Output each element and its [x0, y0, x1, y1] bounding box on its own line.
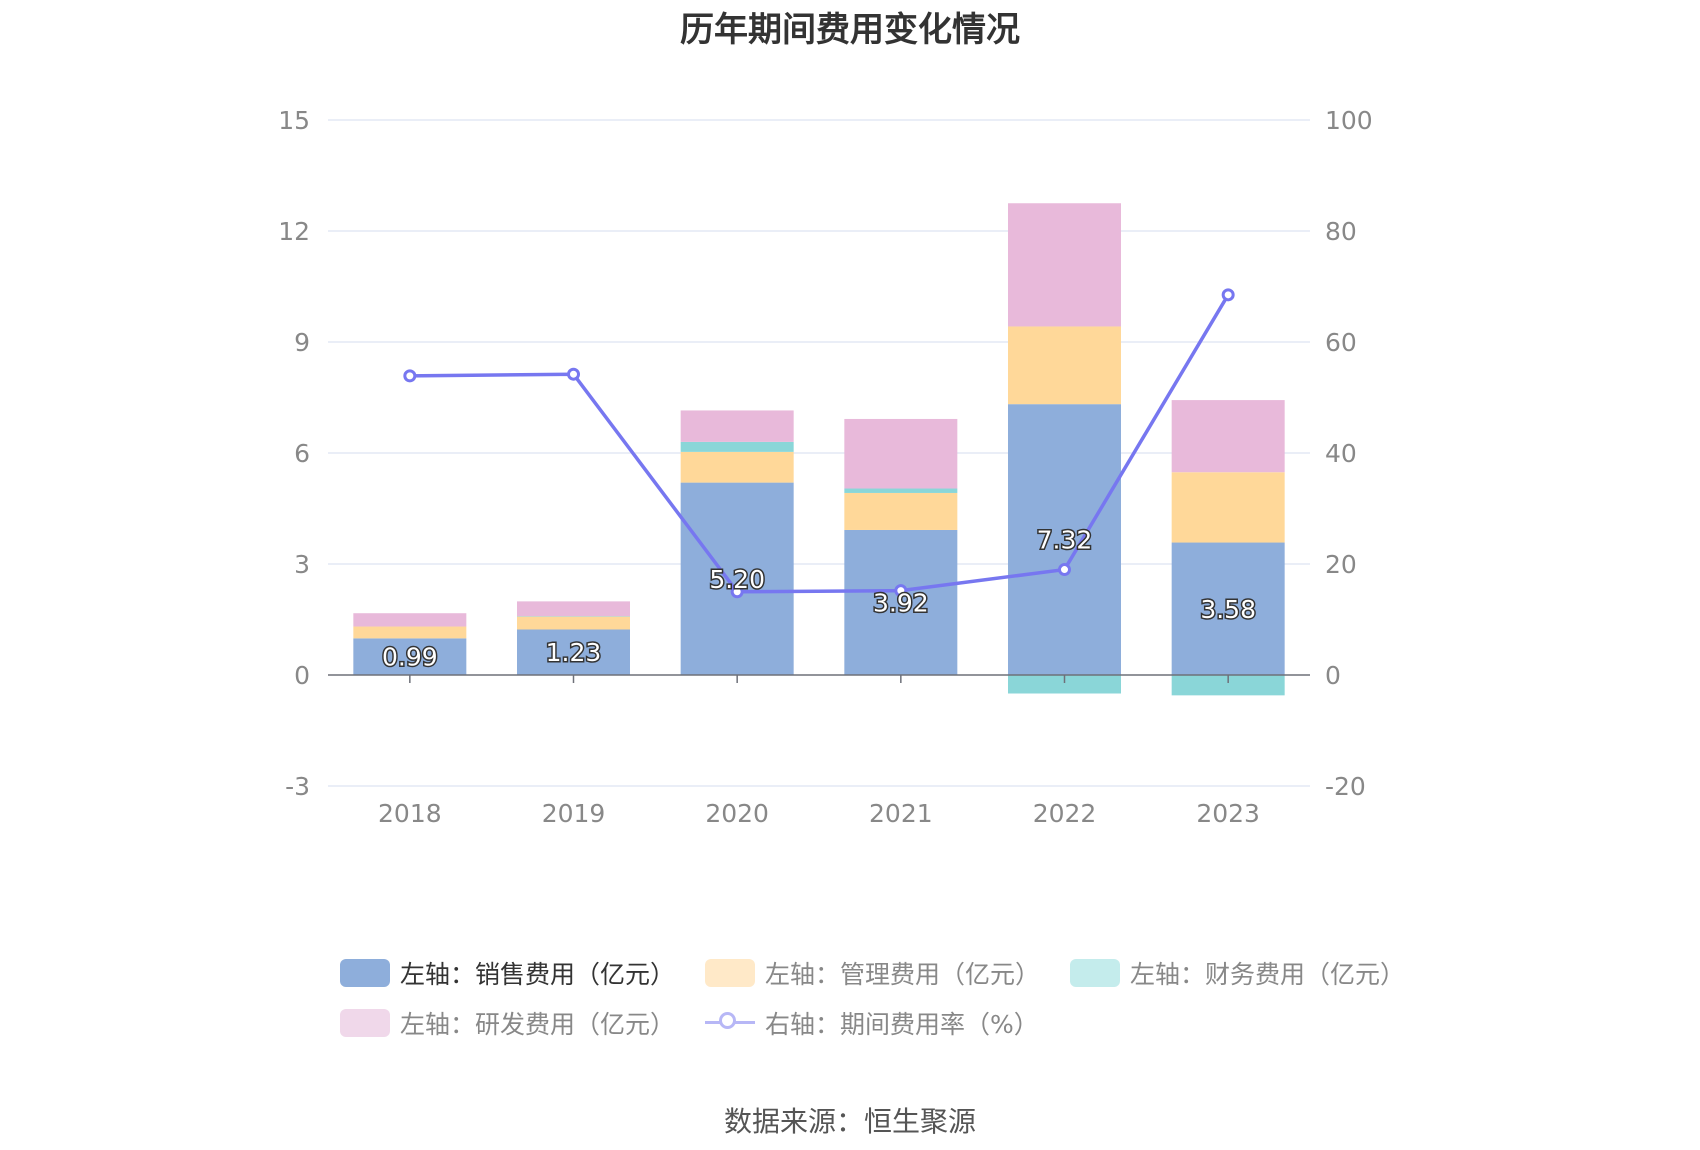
bar-segment: [1008, 404, 1121, 675]
rate-point: [403, 369, 417, 383]
legend: 左轴：销售费用（亿元） 左轴：管理费用（亿元） 左轴：财务费用（亿元） 左轴：研…: [340, 948, 1440, 1048]
x-tick-label: 2021: [869, 799, 933, 828]
bar-data-label: 5.20: [709, 565, 765, 594]
line-layer: [403, 288, 1235, 599]
legend-swatch-rd: [340, 1009, 390, 1037]
rate-point: [567, 367, 580, 381]
legend-swatch-sales: [340, 959, 390, 987]
y-left-tick-label: 6: [294, 439, 310, 468]
x-tick-label: 2023: [1196, 799, 1260, 828]
legend-item-finance[interactable]: 左轴：财务费用（亿元）: [1070, 955, 1405, 991]
bar-segment: [517, 616, 630, 630]
y-left-tick-label: 0: [294, 661, 310, 690]
legend-label-admin: 左轴：管理费用（亿元）: [765, 960, 1041, 989]
legend-row-1: 左轴：销售费用（亿元） 左轴：管理费用（亿元） 左轴：财务费用（亿元）: [340, 948, 1440, 998]
bar-segment: [844, 492, 958, 530]
legend-item-rd[interactable]: 左轴：研发费用（亿元）: [340, 1005, 675, 1041]
legend-swatch-admin: [705, 959, 756, 987]
bar-data-label: 3.92: [873, 588, 929, 617]
y-left-tick-label: 9: [294, 328, 310, 357]
grid-layer: [328, 119, 1310, 787]
bar-segment: [680, 482, 794, 675]
rate-point: [894, 584, 908, 598]
bar-data-label: 1.23: [546, 638, 602, 667]
bar-data-label: 0.99: [382, 643, 438, 672]
legend-line-icon: [705, 1009, 756, 1037]
bar-segment: [1171, 472, 1285, 543]
x-tick-label: 2018: [378, 799, 442, 828]
bar-segment: [680, 441, 794, 452]
x-tick-label: 2020: [705, 799, 769, 828]
y-left-tick-label: 15: [278, 106, 310, 135]
bars-layer: [353, 203, 1285, 696]
bar-segment: [844, 529, 958, 675]
legend-item-sales[interactable]: 左轴：销售费用（亿元）: [340, 955, 675, 991]
rate-point: [1221, 288, 1235, 302]
legend-item-rate[interactable]: 右轴：期间费用率（%）: [705, 1005, 1039, 1041]
chart-title: 历年期间费用变化情况: [680, 10, 1020, 50]
x-tick-label: 2019: [542, 799, 606, 828]
legend-label-sales: 左轴：销售费用（亿元）: [400, 960, 676, 989]
y-right-tick-label: -20: [1325, 772, 1366, 801]
bar-segment: [844, 418, 958, 489]
y-left-tick-label: 12: [278, 217, 310, 246]
bar-segment: [517, 601, 630, 617]
bar-segment: [680, 410, 794, 442]
bar-segment: [353, 638, 467, 675]
rate-line: [409, 293, 1230, 594]
legend-line-dot: [719, 1012, 737, 1029]
y-right-tick-label: 0: [1325, 661, 1341, 690]
legend-label-rate: 右轴：期间费用率（%）: [765, 1010, 1039, 1039]
bar-segment: [1171, 542, 1285, 675]
y-right-tick-label: 100: [1325, 106, 1373, 135]
bar-segment: [353, 626, 467, 639]
bar-segment: [680, 451, 794, 483]
bar-data-label: 3.58: [1200, 595, 1256, 624]
y-right-tick-label: 60: [1325, 328, 1357, 357]
bar-segment: [844, 488, 958, 493]
bar-segment: [1008, 203, 1121, 327]
legend-swatch-finance: [1070, 959, 1121, 987]
bar-segment: [1171, 400, 1285, 473]
bar-segment: [1171, 675, 1285, 696]
axis-layer: -3 -20 0 0 3 20 6 40 9 60 12 80 15 100 2018 2019 2020 202…: [278, 106, 1373, 828]
rate-point: [730, 585, 744, 599]
y-left-tick-label: 3: [294, 550, 310, 579]
bar-segment: [517, 616, 630, 617]
rate-point: [1058, 563, 1071, 577]
legend-label-rd: 左轴：研发费用（亿元）: [400, 1010, 676, 1039]
legend-row-2: 左轴：研发费用（亿元） 右轴：期间费用率（%）: [340, 998, 1440, 1048]
bar-segment: [517, 629, 630, 675]
y-right-tick-label: 40: [1325, 439, 1357, 468]
bar-data-label: 7.32: [1037, 526, 1093, 555]
bar-segment: [1008, 326, 1121, 405]
y-right-tick-label: 80: [1325, 217, 1357, 246]
y-right-tick-label: 20: [1325, 550, 1357, 579]
data-source: 数据来源：恒生聚源: [723, 1105, 976, 1138]
legend-item-admin[interactable]: 左轴：管理费用（亿元）: [705, 955, 1040, 991]
y-left-tick-label: -3: [285, 772, 310, 801]
bar-segment: [1008, 675, 1121, 694]
x-tick-label: 2022: [1033, 799, 1097, 828]
legend-label-finance: 左轴：财务费用（亿元）: [1130, 960, 1406, 989]
label-layer: 0.99 1.23 5.20 3.92 7.32 3.58: [380, 524, 1257, 673]
bar-segment: [353, 613, 467, 627]
